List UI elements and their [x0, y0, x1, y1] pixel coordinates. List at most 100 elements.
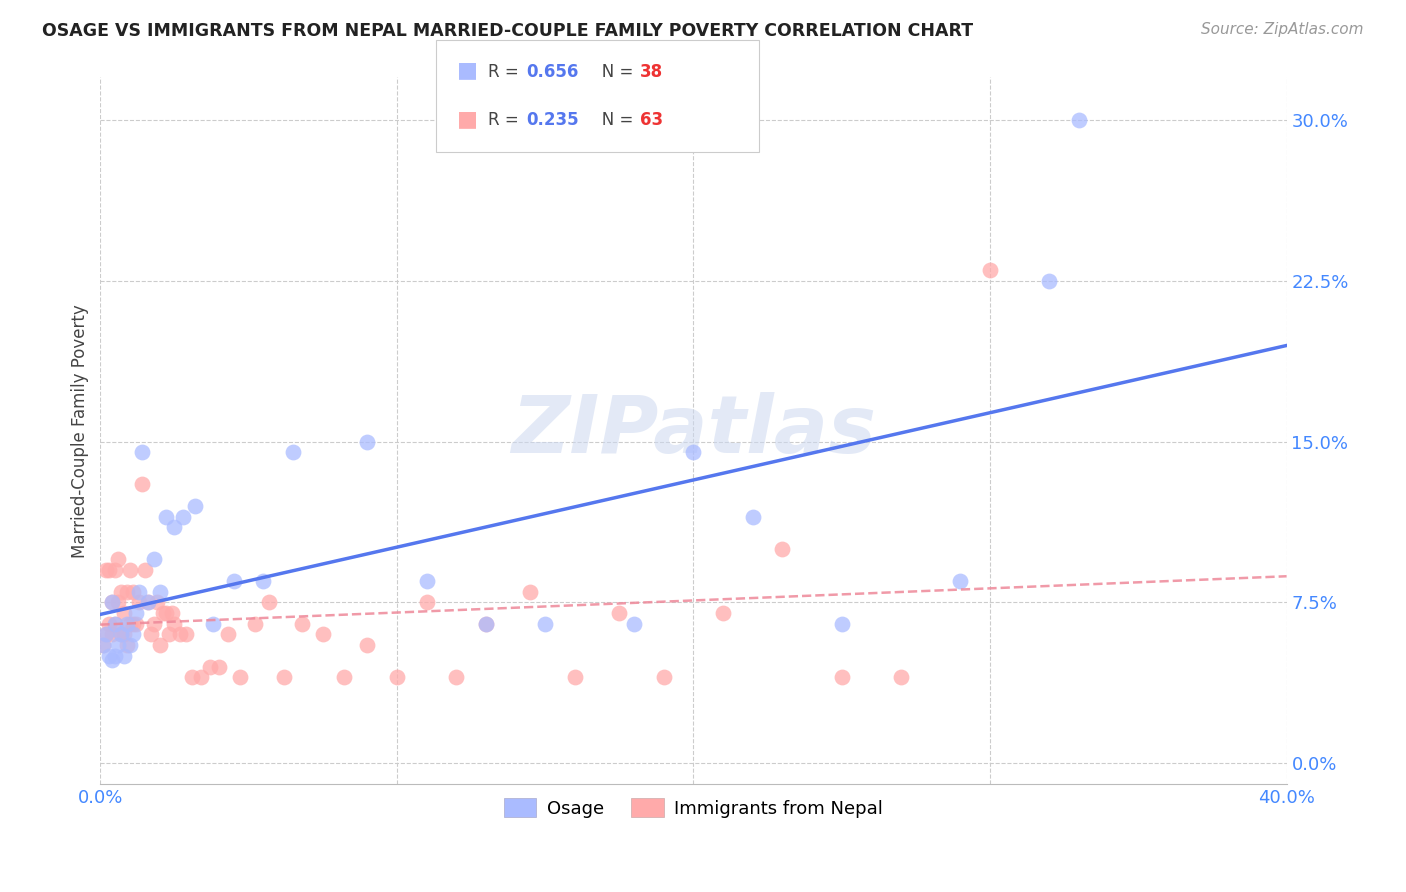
Text: 38: 38 — [640, 62, 662, 80]
Point — [110, 627, 132, 641]
Point — [184, 499, 207, 513]
Point — [145, 595, 167, 609]
Point — [356, 638, 378, 652]
Point — [198, 659, 221, 673]
Point — [128, 595, 150, 609]
Point — [149, 584, 172, 599]
Text: Source: ZipAtlas.com: Source: ZipAtlas.com — [1201, 22, 1364, 37]
Point — [131, 477, 153, 491]
Y-axis label: Married-Couple Family Poverty: Married-Couple Family Poverty — [72, 304, 89, 558]
Point — [281, 445, 304, 459]
Point — [142, 552, 165, 566]
Text: OSAGE VS IMMIGRANTS FROM NEPAL MARRIED-COUPLE FAMILY POVERTY CORRELATION CHART: OSAGE VS IMMIGRANTS FROM NEPAL MARRIED-C… — [42, 22, 973, 40]
Point — [222, 574, 245, 588]
Point — [104, 648, 127, 663]
Point — [98, 563, 121, 577]
Point — [1038, 274, 1060, 288]
Point — [259, 595, 281, 609]
Point — [252, 574, 274, 588]
Point — [949, 574, 972, 588]
Point — [115, 638, 138, 652]
Point — [107, 638, 129, 652]
Point — [176, 627, 198, 641]
Point — [139, 627, 162, 641]
Point — [564, 670, 586, 684]
Text: ■: ■ — [457, 61, 478, 80]
Point — [149, 638, 172, 652]
Point — [202, 616, 225, 631]
Point — [385, 670, 408, 684]
Point — [112, 627, 135, 641]
Point — [101, 653, 124, 667]
Point — [98, 648, 121, 663]
Point — [163, 616, 186, 631]
Point — [136, 595, 159, 609]
Point — [104, 616, 127, 631]
Point — [217, 627, 239, 641]
Point — [98, 616, 121, 631]
Point — [104, 616, 127, 631]
Point — [107, 595, 129, 609]
Point — [163, 520, 186, 534]
Point — [190, 670, 212, 684]
Point — [1067, 113, 1090, 128]
Text: N =: N = — [586, 111, 638, 128]
Point — [104, 563, 127, 577]
Point — [107, 552, 129, 566]
Point — [110, 627, 132, 641]
Point — [155, 606, 177, 620]
Point — [122, 584, 145, 599]
Point — [118, 638, 141, 652]
Point — [273, 670, 295, 684]
Point — [243, 616, 266, 631]
Point — [770, 541, 793, 556]
Point — [115, 584, 138, 599]
Point — [229, 670, 252, 684]
Point — [475, 616, 498, 631]
Point — [169, 627, 191, 641]
Point — [91, 638, 114, 652]
Point — [125, 606, 148, 620]
Point — [444, 670, 467, 684]
Text: N =: N = — [586, 62, 638, 80]
Point — [979, 263, 1001, 277]
Point — [134, 563, 156, 577]
Point — [101, 595, 124, 609]
Point — [415, 574, 437, 588]
Point — [172, 509, 194, 524]
Point — [741, 509, 763, 524]
Text: ■: ■ — [457, 109, 478, 128]
Point — [125, 616, 148, 631]
Text: R =: R = — [488, 111, 524, 128]
Point — [208, 659, 231, 673]
Point — [122, 616, 145, 631]
Point — [96, 563, 118, 577]
Point — [415, 595, 437, 609]
Point — [332, 670, 354, 684]
Point — [96, 627, 118, 641]
Text: ZIPatlas: ZIPatlas — [510, 392, 876, 470]
Point — [291, 616, 314, 631]
Legend: Osage, Immigrants from Nepal: Osage, Immigrants from Nepal — [496, 791, 890, 825]
Point — [534, 616, 557, 631]
Point — [831, 670, 853, 684]
Point — [96, 627, 118, 641]
Point — [136, 595, 159, 609]
Point — [607, 606, 630, 620]
Point — [118, 616, 141, 631]
Point — [711, 606, 734, 620]
Point — [157, 627, 180, 641]
Point — [155, 509, 177, 524]
Point — [118, 563, 141, 577]
Text: R =: R = — [488, 62, 524, 80]
Point — [110, 584, 132, 599]
Point — [475, 616, 498, 631]
Point — [112, 648, 135, 663]
Point — [312, 627, 335, 641]
Point — [101, 627, 124, 641]
Point — [519, 584, 541, 599]
Point — [890, 670, 912, 684]
Point — [131, 445, 153, 459]
Point — [91, 638, 114, 652]
Point — [152, 606, 174, 620]
